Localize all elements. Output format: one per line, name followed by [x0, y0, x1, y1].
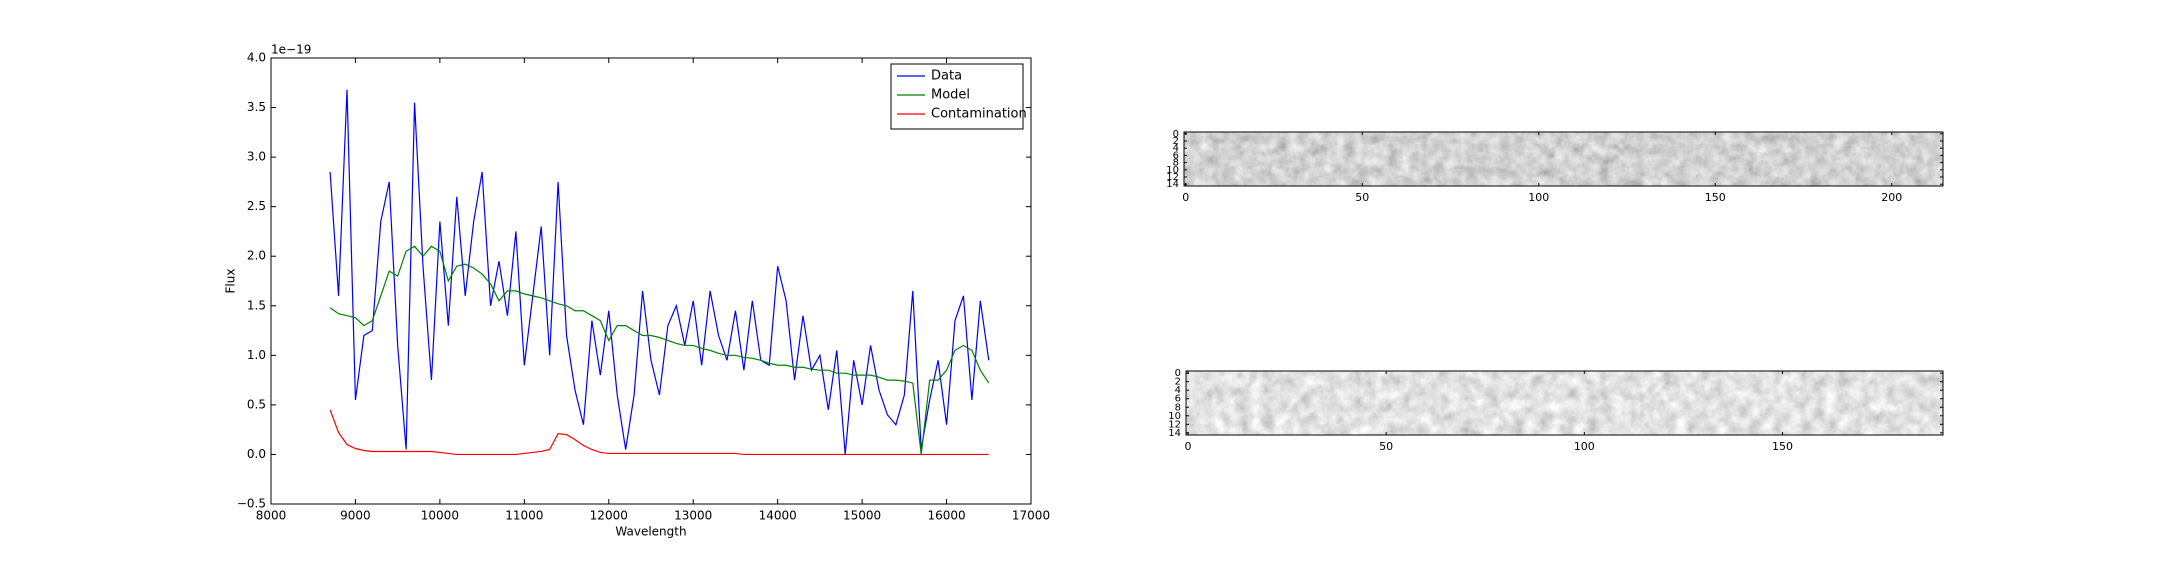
y-axis-label: Flux	[224, 269, 238, 294]
x-tick-label: 0	[1182, 191, 1189, 204]
x-tick-label: 150	[1772, 440, 1793, 453]
x-tick-label: 8000	[256, 509, 287, 523]
y-tick-label: 10	[1166, 165, 1179, 176]
x-tick-label: 12000	[590, 509, 628, 523]
x-tick-label: 15000	[843, 509, 881, 523]
x-tick-label: 150	[1705, 191, 1726, 204]
y-tick-label: 4.0	[247, 51, 266, 65]
y-tick-label: 14	[1168, 428, 1181, 439]
y-tick-label: 0.5	[247, 397, 266, 411]
y-tick-label: 12	[1166, 172, 1179, 183]
data-line	[329, 409, 989, 456]
legend-label: Data	[931, 69, 962, 84]
x-tick-label: 13000	[674, 509, 712, 523]
x-tick-label: 17000	[1012, 509, 1050, 523]
legend-box	[890, 63, 1024, 130]
y-tick-label: 2.5	[247, 199, 266, 213]
x-tick-label: 50	[1355, 191, 1369, 204]
y-tick-label: 1.5	[247, 298, 266, 312]
x-tick-label: 9000	[340, 509, 371, 523]
y-tick-label: 10	[1168, 411, 1181, 422]
axes-frame	[1185, 370, 1944, 436]
y-tick-label: 6	[1175, 394, 1181, 405]
offset-text: 1e−19	[271, 43, 311, 57]
y-tick-label: 2.0	[247, 249, 266, 263]
image	[1186, 371, 1943, 435]
y-tick-label: 8	[1173, 158, 1179, 169]
x-tick-label: 14000	[759, 509, 797, 523]
y-tick-label: 4	[1173, 143, 1179, 154]
x-tick-label: 0	[1184, 440, 1191, 453]
y-tick-label: 0.0	[247, 447, 266, 461]
y-tick-label: 2	[1173, 136, 1179, 147]
axes-frame	[270, 57, 1032, 505]
y-tick-label: 8	[1175, 402, 1181, 413]
y-tick-label: 0	[1173, 129, 1179, 140]
y-tick-label: 3.5	[247, 100, 266, 114]
data-line	[329, 89, 990, 455]
legend-label: Contamination	[931, 107, 1027, 122]
x-axis-label: Wavelength	[615, 525, 686, 539]
x-tick-label: 16000	[927, 509, 965, 523]
x-tick-label: 50	[1379, 440, 1393, 453]
image	[1184, 132, 1943, 186]
x-tick-label: 11000	[505, 509, 543, 523]
x-tick-label: 10000	[421, 509, 459, 523]
y-tick-label: 6	[1173, 150, 1179, 161]
y-tick-label: −0.5	[237, 497, 266, 511]
axes-frame	[1183, 131, 1944, 187]
y-tick-label: 4	[1175, 385, 1181, 396]
y-tick-label: 14	[1166, 179, 1179, 190]
x-tick-label: 100	[1528, 191, 1549, 204]
legend-label: Model	[931, 88, 970, 103]
y-tick-label: 3.0	[247, 150, 266, 164]
x-tick-label: 200	[1881, 191, 1902, 204]
y-tick-label: 1.0	[247, 348, 266, 362]
y-tick-label: 2	[1175, 377, 1181, 388]
y-tick-label: 0	[1175, 368, 1181, 379]
x-tick-label: 100	[1574, 440, 1595, 453]
data-line	[329, 245, 990, 455]
y-tick-label: 12	[1168, 419, 1181, 430]
